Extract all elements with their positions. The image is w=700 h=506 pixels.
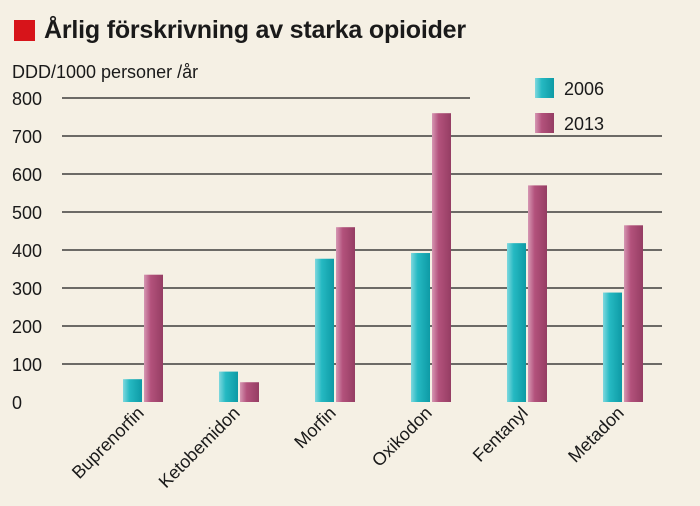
chart-title-text: Årlig förskrivning av starka opioider	[44, 15, 466, 44]
bar-2006-morfin	[315, 258, 334, 402]
chart-title: Årlig förskrivning av starka opioider	[14, 12, 466, 48]
bar-2006-oxikodon	[411, 253, 430, 402]
legend-label-2013: 2013	[564, 114, 604, 134]
y-tick-label: 200	[12, 317, 42, 337]
legend-label-2006: 2006	[564, 79, 604, 99]
x-tick-label: Ketobemidon	[155, 403, 244, 492]
bar-2013-buprenorfin	[144, 274, 163, 402]
y-tick-label: 400	[12, 241, 42, 261]
y-tick-label: 800	[12, 89, 42, 109]
bar-2006-buprenorfin	[123, 379, 142, 402]
x-tick-label: Metadon	[564, 403, 628, 467]
bar-2006-fentanyl	[507, 243, 526, 402]
bar-2013-oxikodon	[432, 113, 451, 402]
legend-swatch-2013	[535, 113, 554, 133]
x-tick-label: Morfin	[290, 403, 340, 453]
bar-2013-ketobemidon	[240, 382, 259, 402]
y-tick-label: 500	[12, 203, 42, 223]
y-tick-label: 0	[12, 393, 22, 413]
x-tick-label: Buprenorfin	[68, 403, 148, 483]
y-tick-label: 700	[12, 127, 42, 147]
bar-2006-ketobemidon	[219, 371, 238, 402]
title-marker-icon	[14, 19, 35, 41]
bar-2013-fentanyl	[528, 185, 547, 402]
bar-2013-metadon	[624, 225, 643, 402]
y-tick-label: 100	[12, 355, 42, 375]
legend-swatch-2006	[535, 78, 554, 98]
y-tick-label: 600	[12, 165, 42, 185]
bar-2006-metadon	[603, 292, 622, 402]
bar-2013-morfin	[336, 227, 355, 402]
x-tick-label: Fentanyl	[469, 403, 532, 466]
x-tick-label: Oxikodon	[368, 403, 436, 471]
y-tick-label: 300	[12, 279, 42, 299]
y-axis-label: DDD/1000 personer /år	[12, 62, 198, 82]
